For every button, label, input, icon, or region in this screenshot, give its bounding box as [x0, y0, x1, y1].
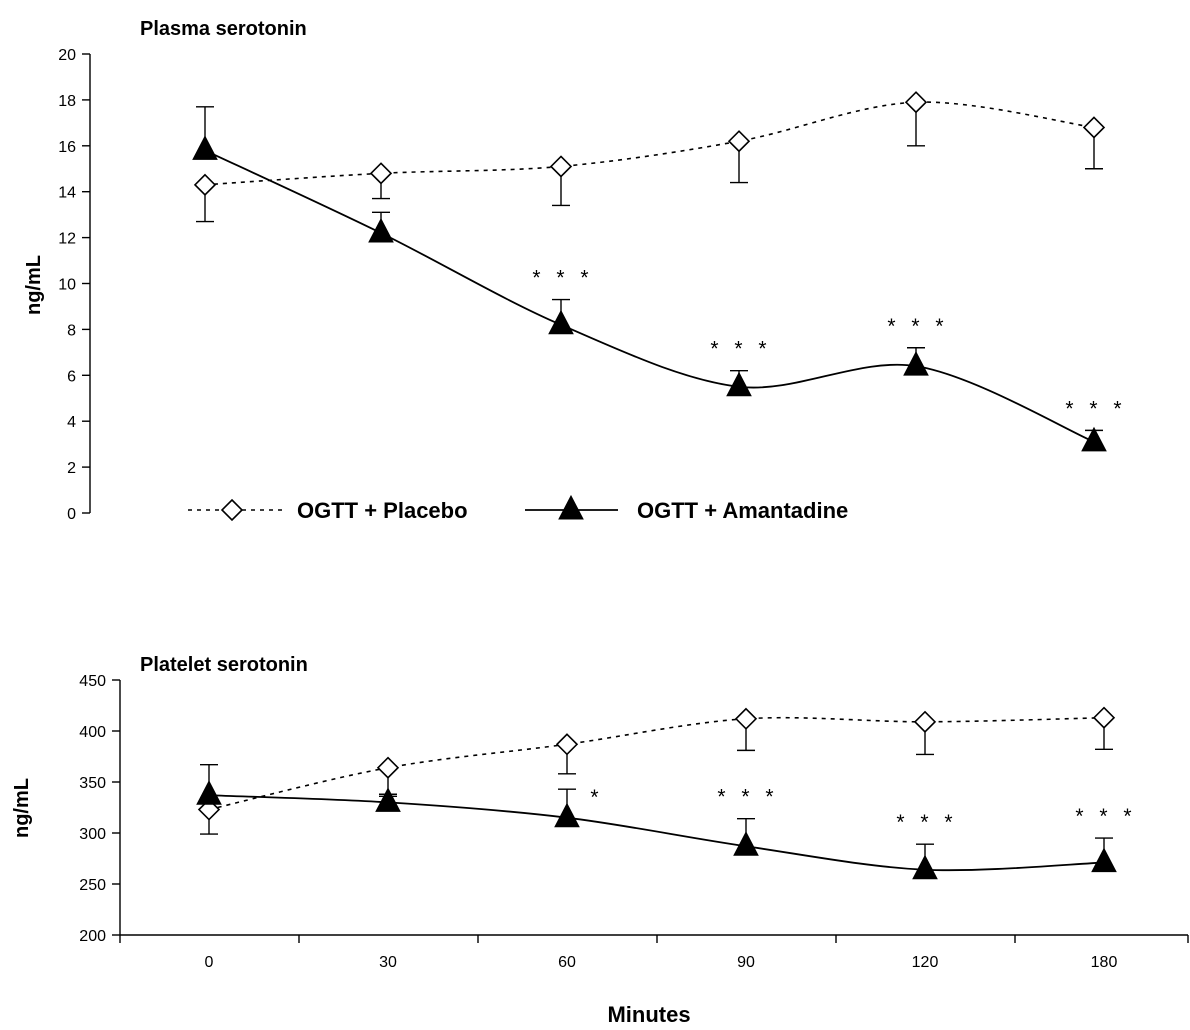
- platelet-chart-title: Platelet serotonin: [140, 654, 308, 676]
- x-tick-label: 60: [558, 954, 576, 971]
- placebo-series-line: [204, 101, 1095, 186]
- y-tick-label: 14: [58, 185, 76, 202]
- y-tick-label: 18: [58, 93, 76, 110]
- y-tick-label: 10: [58, 277, 76, 294]
- placebo-point: [1092, 706, 1116, 729]
- significance-label: * * *: [887, 315, 948, 338]
- legend-placebo-label: OGTT + Placebo: [297, 498, 468, 523]
- amantadine-point: [554, 802, 580, 828]
- x-tick-label: 30: [379, 954, 397, 971]
- placebo-point: [913, 710, 937, 733]
- legend-amantadine-marker: [558, 494, 584, 520]
- amantadine-point: [196, 780, 222, 805]
- placebo-point: [369, 162, 393, 185]
- platelet-axes: 200 250 300 350 400 450 0 30 60 90 120 180: [79, 673, 1189, 971]
- platelet-y-axis-label: ng/mL: [11, 778, 33, 838]
- placebo-point: [555, 733, 579, 756]
- significance-label: * * *: [532, 267, 593, 290]
- placebo-point: [376, 756, 400, 779]
- placebo-series-line: [208, 716, 1105, 811]
- amantadine-series-line: [208, 794, 1105, 872]
- placebo-point: [549, 155, 573, 178]
- y-tick-label: 12: [58, 231, 76, 248]
- amantadine-point: [733, 831, 759, 856]
- x-tick-label: 120: [912, 954, 939, 971]
- significance-label: *: [590, 786, 603, 809]
- y-tick-label: 20: [58, 47, 76, 64]
- y-tick-label: 300: [79, 826, 106, 843]
- placebo-point: [734, 707, 758, 730]
- y-tick-label: 450: [79, 673, 106, 690]
- amantadine-point: [192, 135, 218, 160]
- x-tick-label: 180: [1091, 954, 1118, 971]
- x-tick-label: 0: [205, 954, 214, 971]
- plasma-serotonin-chart: Plasma serotonin ng/mL 0 2 4 6 8 10 12 14 16 18 20…: [23, 18, 1126, 523]
- plasma-chart-title: Plasma serotonin: [140, 18, 307, 40]
- amantadine-point: [903, 351, 929, 376]
- amantadine-series-line: [204, 149, 1095, 443]
- y-tick-label: 6: [67, 368, 76, 385]
- amantadine-point: [368, 217, 394, 243]
- amantadine-point: [726, 371, 752, 397]
- significance-label: * * *: [1075, 805, 1136, 828]
- amantadine-point: [1091, 847, 1117, 873]
- amantadine-point: [548, 309, 574, 335]
- amantadine-point: [912, 854, 938, 880]
- placebo-point: [1082, 116, 1106, 139]
- significance-label: * * *: [717, 786, 778, 809]
- y-tick-label: 250: [79, 877, 106, 894]
- x-tick-label: 90: [737, 954, 755, 971]
- x-axis-label: Minutes: [607, 1002, 690, 1027]
- platelet-serotonin-chart: Platelet serotonin ng/mL 200250300350400…: [11, 654, 1189, 1027]
- significance-label: * * *: [710, 338, 771, 361]
- platelet-plot-area: * * * * * * * * * *: [196, 706, 1136, 880]
- plasma-plot-area: * * * * * * * * * * * *: [192, 91, 1126, 452]
- significance-label: * * *: [896, 811, 957, 834]
- y-tick-label: 0: [67, 506, 76, 523]
- y-tick-label: 200: [79, 928, 106, 945]
- legend-placebo-marker: [220, 498, 244, 522]
- amantadine-point: [1081, 426, 1107, 452]
- y-tick-label: 4: [67, 414, 76, 431]
- plasma-y-axis-label: ng/mL: [23, 255, 45, 315]
- significance-label: * * *: [1065, 397, 1126, 420]
- placebo-point: [727, 130, 751, 153]
- y-tick-label: 350: [79, 775, 106, 792]
- placebo-point: [904, 91, 928, 114]
- legend: OGTT + Placebo OGTT + Amantadine: [188, 494, 848, 523]
- placebo-point: [193, 173, 217, 196]
- y-tick-label: 8: [67, 322, 76, 339]
- plasma-axes: 0 2 4 6 8 10 12 14 16 18 20: [58, 47, 91, 523]
- legend-amantadine-label: OGTT + Amantadine: [637, 498, 848, 523]
- y-tick-label: 2: [67, 460, 76, 477]
- y-tick-label: 16: [58, 139, 76, 156]
- y-tick-label: 400: [79, 724, 106, 741]
- amantadine-point: [375, 787, 401, 812]
